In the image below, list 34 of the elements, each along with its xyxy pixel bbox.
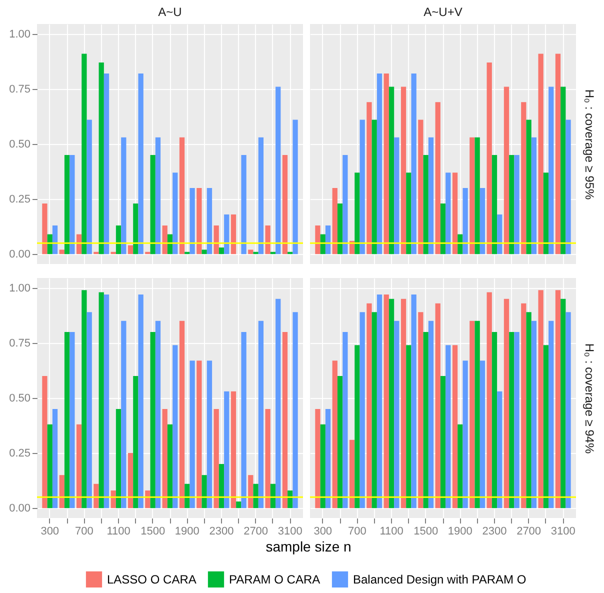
y-tick-label: 0.75 (9, 83, 30, 96)
y-tick-label: 1.00 (9, 28, 30, 40)
y2-axis-title: H₀ : coverage ≥ 95% (582, 89, 596, 200)
chart-title: A~U+V (424, 5, 462, 19)
x-tick-label: 700 (348, 526, 366, 538)
y-tick-label: 0.25 (9, 194, 30, 206)
legend-label: Balanced Design with PARAM O (353, 572, 526, 586)
x-axis-title: sample size n (266, 538, 352, 554)
x-tick-label: 1100 (380, 526, 404, 538)
legend-label: PARAM O CARA (229, 572, 320, 586)
y-tick-label: 0.00 (9, 502, 30, 515)
x-tick-label: 300 (314, 526, 332, 538)
x-tick-label: 2700 (244, 526, 268, 538)
y-tick-label: 0.75 (9, 337, 30, 350)
x-tick-label: 1100 (106, 526, 130, 538)
x-tick-label: 2300 (209, 526, 234, 538)
x-tick-label: 2700 (516, 526, 542, 538)
y-tick-label: 0.25 (9, 448, 30, 460)
x-tick-label: 300 (40, 526, 60, 538)
x-tick-label: 3100 (278, 526, 302, 538)
y2-axis-title: H₀ : coverage ≥ 94% (582, 343, 596, 454)
x-tick-label: 1500 (414, 526, 438, 538)
chart-title: A~U (158, 5, 182, 19)
x-tick-label: 2300 (482, 526, 507, 538)
y-tick-label: 0.50 (9, 392, 30, 404)
legend-label: LASSO O CARA (107, 572, 196, 586)
x-tick-label: 700 (75, 526, 94, 538)
y-tick-label: 0.50 (9, 138, 30, 150)
y-tick-label: 0.00 (9, 248, 30, 261)
x-tick-label: 3100 (550, 526, 576, 538)
y-tick-label: 1.00 (9, 282, 30, 294)
x-tick-label: 1900 (174, 526, 200, 538)
x-tick-label: 1500 (140, 526, 166, 538)
x-tick-label: 1900 (448, 526, 472, 538)
